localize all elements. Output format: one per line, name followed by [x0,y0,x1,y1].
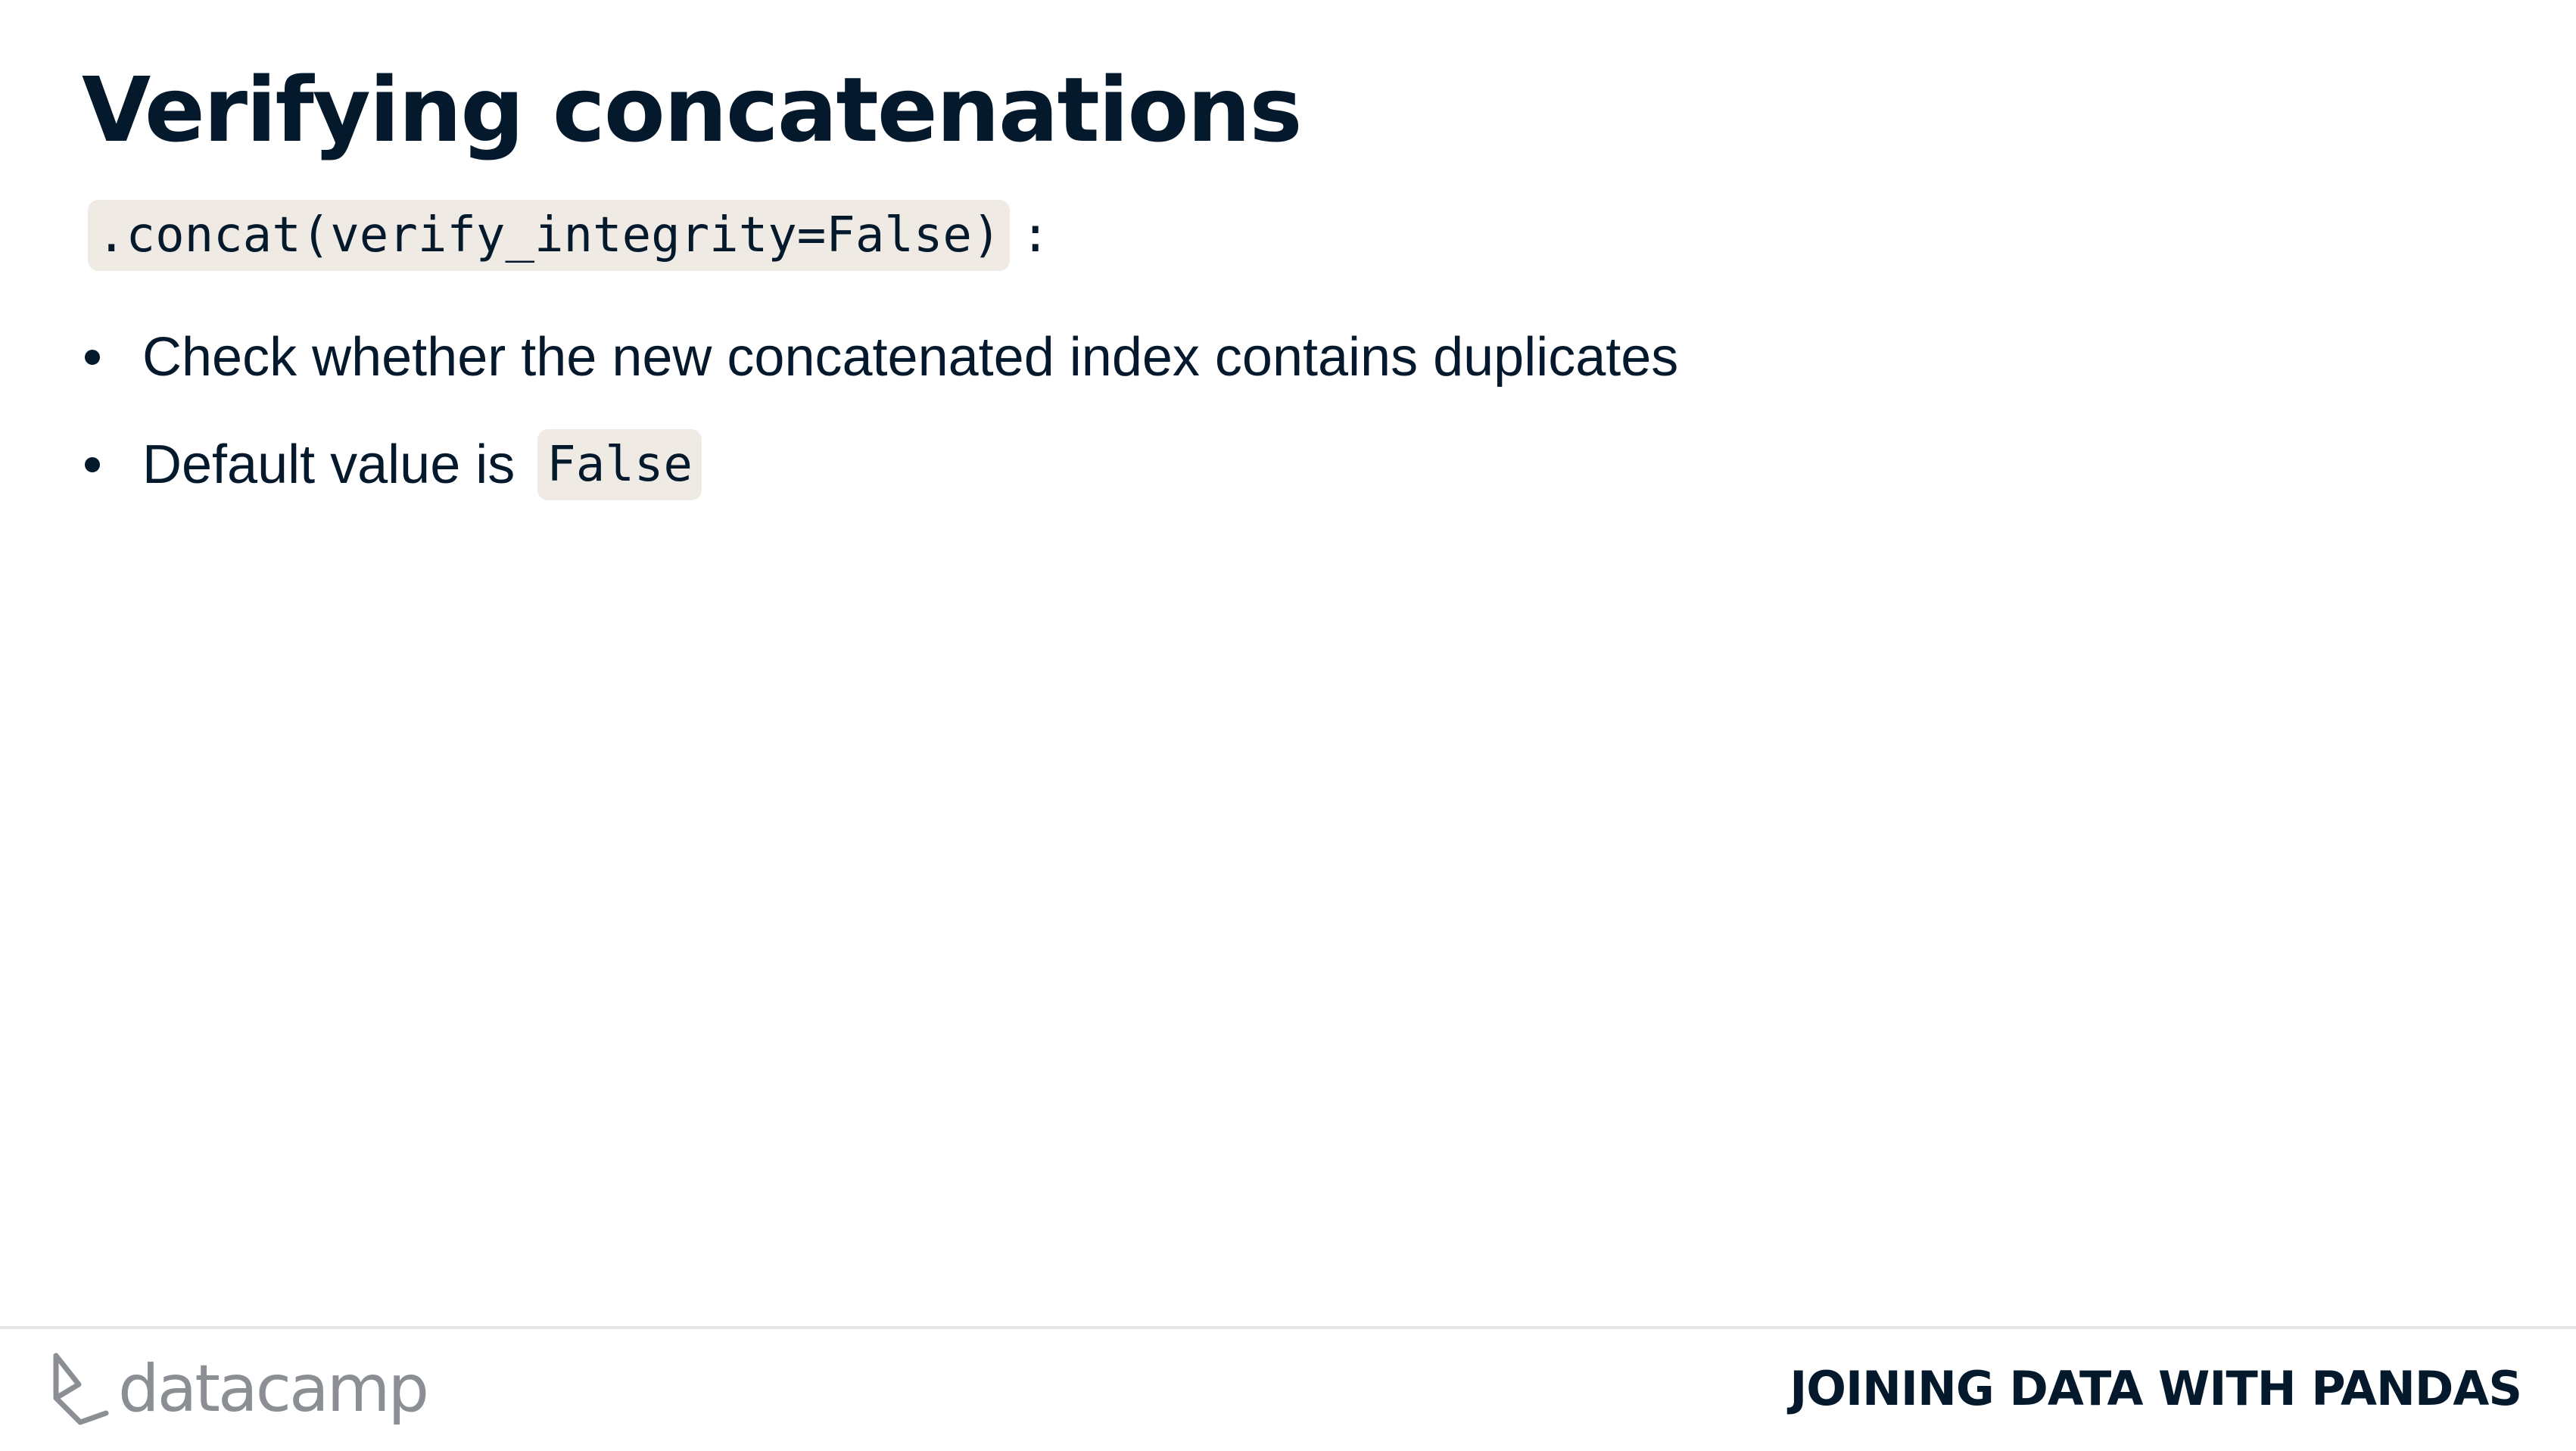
subtitle-code: .concat(verify_integrity=False) [88,200,1011,271]
slide-title: Verifying concatenations [82,58,1303,162]
bullet-dot-icon [85,457,100,472]
logo-wordmark: datacamp [118,1351,429,1427]
subtitle-line: .concat(verify_integrity=False) : [88,200,1050,271]
subtitle-colon: : [1020,207,1050,263]
bullet-item-default-value: Default value is False [82,425,1678,504]
datacamp-logo-icon [53,1353,109,1425]
footer-divider [0,1326,2576,1329]
bullet-code: False [537,429,702,500]
bullet-dot-icon [85,350,100,365]
course-title: JOINING DATA WITH PANDAS [1789,1361,2522,1416]
datacamp-logo: datacamp [50,1347,429,1431]
bullet-text: Default value is [142,434,516,495]
bullet-text: Check whether the new concatenated index… [142,327,1679,388]
bullet-list: Check whether the new concatenated index… [82,318,1678,533]
bullet-item-check-duplicates: Check whether the new concatenated index… [82,318,1678,397]
